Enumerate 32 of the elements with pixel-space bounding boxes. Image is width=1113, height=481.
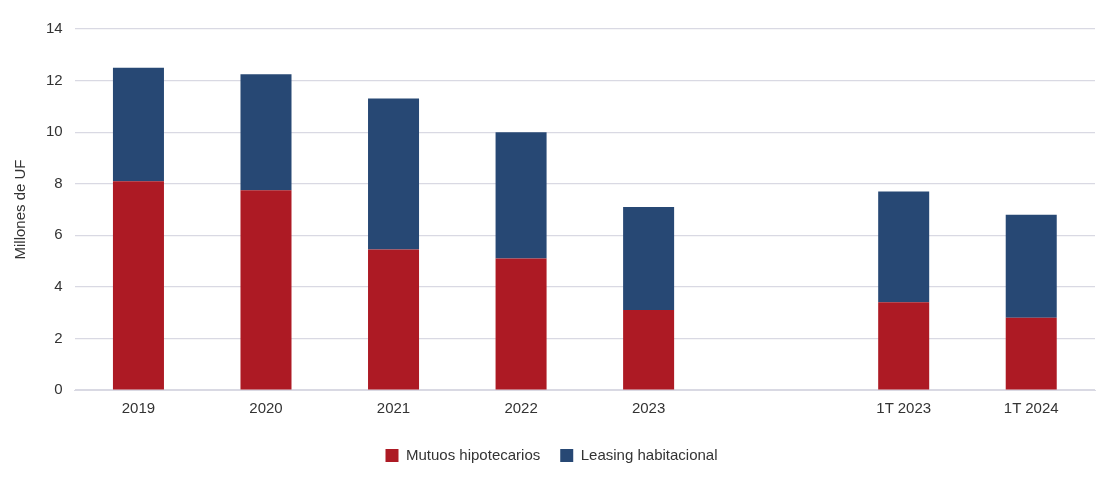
y-tick-label: 12 [46, 70, 63, 88]
bar [495, 258, 547, 390]
y-tick-label: 8 [54, 173, 63, 191]
y-tick-label: 2 [54, 328, 63, 346]
bar [112, 67, 164, 182]
bar [878, 302, 930, 390]
legend-label: Leasing habitacional [580, 445, 718, 463]
y-axis-title: Millones de UF [11, 159, 29, 260]
bar [623, 310, 675, 390]
bar [368, 249, 420, 390]
y-tick-label: 10 [46, 122, 63, 140]
bar [623, 206, 675, 311]
x-tick-label: 2023 [631, 399, 666, 417]
bar [1005, 214, 1057, 318]
bar [495, 132, 547, 259]
x-tick-label: 2022 [504, 399, 538, 417]
legend-label: Mutuos hipotecarios [405, 445, 541, 463]
bar [878, 191, 930, 303]
x-tick-label: 2019 [121, 399, 156, 417]
bar [368, 98, 420, 250]
y-tick-label: 0 [54, 380, 63, 398]
x-tick-label: 1T 2024 [1003, 399, 1059, 417]
bar [240, 190, 292, 390]
bar [240, 74, 292, 191]
y-tick-label: 14 [46, 19, 63, 37]
y-tick-label: 4 [54, 277, 63, 294]
x-tick-label: 2021 [376, 399, 411, 417]
bar [1005, 317, 1057, 390]
y-tick-label: 6 [54, 225, 63, 243]
bar [112, 181, 164, 390]
x-tick-label: 2020 [249, 399, 283, 417]
x-tick-label: 1T 2023 [876, 399, 932, 417]
